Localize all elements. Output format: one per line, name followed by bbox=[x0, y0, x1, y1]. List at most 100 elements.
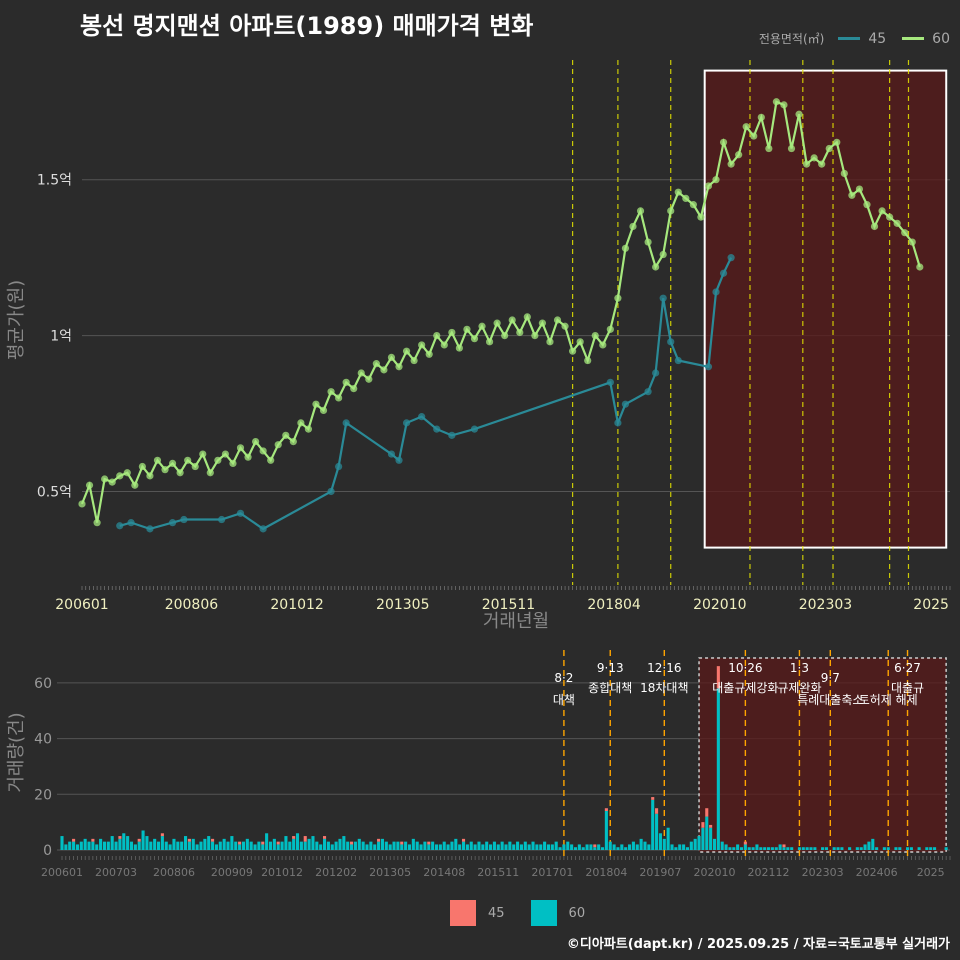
bar-45-167 bbox=[705, 808, 709, 817]
bar-60-62 bbox=[299, 841, 303, 850]
data-point-60-48 bbox=[440, 341, 448, 349]
bar-60-102 bbox=[454, 838, 458, 850]
data-point-60-93 bbox=[780, 101, 788, 109]
data-point-45-27 bbox=[712, 288, 720, 296]
data-point-60-87 bbox=[735, 151, 743, 159]
vol-y-axis-label: 거래량(건) bbox=[6, 712, 27, 792]
data-point-60-101 bbox=[840, 169, 848, 178]
data-point-45-8 bbox=[327, 487, 335, 496]
legend-swatch-45 bbox=[838, 37, 861, 40]
annotation-label-7: 대출규 bbox=[891, 681, 924, 695]
bar-60-11 bbox=[102, 841, 107, 850]
bar-60-28 bbox=[168, 844, 172, 850]
bar-60-73 bbox=[342, 836, 346, 850]
bar-60-25 bbox=[156, 841, 161, 850]
data-point-60-31 bbox=[312, 400, 320, 408]
data-point-60-56 bbox=[501, 331, 509, 340]
bar-60-21 bbox=[141, 830, 145, 850]
bar-60-171 bbox=[720, 841, 724, 850]
data-point-60-36 bbox=[350, 384, 358, 393]
data-point-60-25 bbox=[267, 456, 275, 464]
annotation-date-4: 1·3 bbox=[790, 661, 809, 675]
data-point-60-71 bbox=[614, 294, 622, 302]
bar-60-125 bbox=[543, 841, 547, 850]
bar-60-195 bbox=[813, 847, 817, 850]
data-point-60-111 bbox=[916, 263, 924, 271]
bar-60-33 bbox=[187, 841, 191, 850]
data-point-60-7 bbox=[131, 481, 139, 489]
bar-60-59 bbox=[288, 841, 292, 850]
x-tick-label-2: 201012 bbox=[270, 597, 323, 613]
bar-60-113 bbox=[496, 844, 500, 850]
bar-60-6 bbox=[83, 838, 87, 850]
data-point-60-23 bbox=[252, 437, 260, 446]
bar-60-2 bbox=[68, 841, 72, 850]
x-tick-label-4: 201511 bbox=[482, 597, 535, 613]
bar-45-68 bbox=[322, 836, 327, 839]
bar-60-63 bbox=[303, 841, 307, 850]
bar-60-119 bbox=[519, 844, 523, 850]
vol-x-tick-label-8: 201511 bbox=[477, 866, 519, 879]
legend-swatch-bar45 bbox=[450, 900, 476, 926]
bar-60-106 bbox=[469, 841, 473, 850]
data-point-60-63 bbox=[553, 316, 562, 324]
vol-x-tick-label-6: 201305 bbox=[369, 866, 411, 879]
bar-45-63 bbox=[303, 836, 307, 842]
bar-60-153 bbox=[651, 799, 655, 850]
bar-60-42 bbox=[222, 838, 226, 850]
bar-60-130 bbox=[562, 844, 566, 850]
bar-60-186 bbox=[778, 844, 782, 850]
bar-60-64 bbox=[307, 838, 311, 850]
bar-60-165 bbox=[697, 836, 701, 850]
legend-title: 전용면적(㎡) bbox=[758, 32, 825, 46]
x-tick-label-3: 201305 bbox=[376, 597, 429, 613]
bar-60-38 bbox=[207, 836, 211, 850]
data-point-60-67 bbox=[584, 356, 592, 365]
data-point-60-1 bbox=[85, 481, 94, 489]
data-point-45-25 bbox=[674, 356, 682, 365]
data-point-60-55 bbox=[493, 319, 501, 327]
data-point-60-11 bbox=[161, 466, 169, 474]
vol-x-tick-label-5: 201202 bbox=[315, 866, 357, 879]
data-point-60-98 bbox=[818, 160, 826, 168]
bar-60-122 bbox=[531, 841, 535, 850]
bar-45-187 bbox=[782, 844, 786, 848]
data-point-60-90 bbox=[757, 113, 765, 121]
data-point-60-109 bbox=[901, 229, 909, 237]
bar-60-53 bbox=[265, 833, 269, 850]
vol-x-tick-label-15: 202406 bbox=[856, 866, 898, 879]
data-point-60-54 bbox=[485, 338, 494, 346]
bar-60-188 bbox=[786, 847, 790, 850]
bar-60-129 bbox=[558, 847, 562, 850]
bar-60-1 bbox=[64, 844, 68, 850]
data-point-60-82 bbox=[697, 213, 705, 221]
bar-60-155 bbox=[658, 833, 662, 850]
data-point-60-83 bbox=[704, 182, 713, 190]
bar-60-82 bbox=[377, 841, 381, 850]
bar-60-10 bbox=[99, 838, 103, 850]
bar-60-225 bbox=[929, 847, 933, 850]
series-line-60 bbox=[80, 100, 921, 523]
data-point-45-12 bbox=[395, 456, 403, 464]
bar-60-23 bbox=[149, 841, 153, 850]
bar-60-114 bbox=[500, 841, 504, 850]
data-point-45-22 bbox=[652, 369, 660, 377]
data-point-45-0 bbox=[116, 522, 124, 530]
vol-x-tick-label-3: 200909 bbox=[211, 866, 253, 879]
bar-60-182 bbox=[763, 847, 767, 850]
bar-60-87 bbox=[396, 841, 400, 850]
bar-60-150 bbox=[639, 838, 643, 850]
bar-60-170 bbox=[716, 688, 720, 850]
bar-60-211 bbox=[875, 847, 879, 850]
bar-60-220 bbox=[909, 847, 913, 850]
bar-60-142 bbox=[608, 841, 612, 850]
data-point-60-110 bbox=[908, 238, 916, 246]
data-point-60-50 bbox=[455, 344, 463, 352]
annotation-date-3: 10·26 bbox=[728, 661, 762, 675]
bar-60-206 bbox=[855, 847, 859, 850]
bar-60-180 bbox=[755, 844, 759, 850]
data-point-60-103 bbox=[855, 185, 864, 193]
bar-60-110 bbox=[485, 841, 489, 850]
bar-60-136 bbox=[585, 844, 589, 850]
bar-45-168 bbox=[709, 824, 713, 828]
